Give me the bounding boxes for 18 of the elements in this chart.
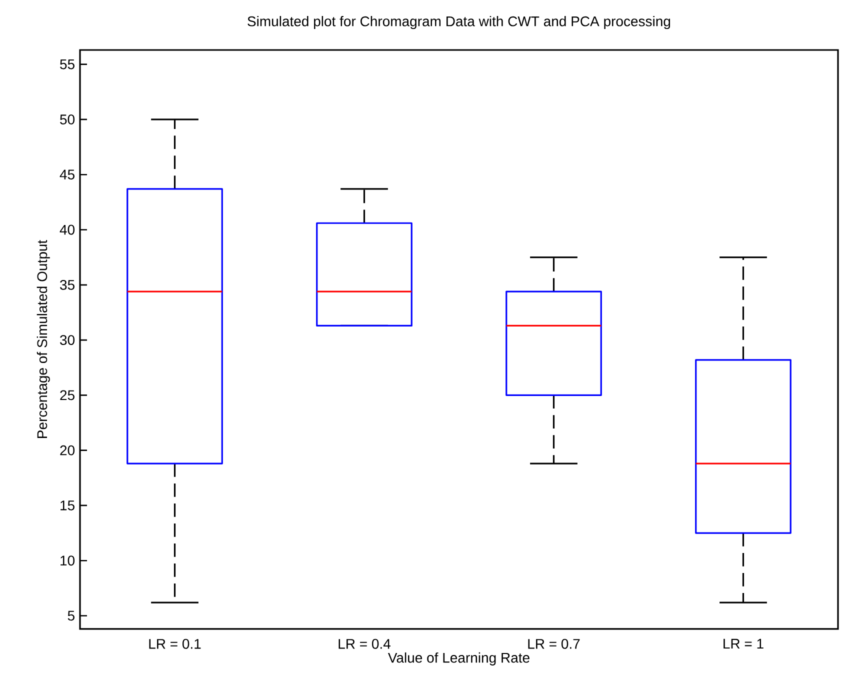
y-tick-label: 50	[60, 114, 75, 124]
y-tick-label: 40	[60, 224, 75, 235]
y-tick-label: 20	[60, 445, 75, 456]
y-tick-label: 10	[60, 556, 75, 566]
x-tick-label: LR = 0.1	[149, 638, 201, 649]
x-axis-title: Value of Learning Rate	[388, 652, 530, 666]
y-tick-label: 5	[68, 610, 74, 621]
y-tick-label: 35	[60, 280, 74, 290]
x-tick-label: LR = 0.7	[528, 638, 580, 649]
y-tick-label: 55	[60, 59, 74, 70]
y-tick-label: 45	[60, 170, 74, 180]
x-tick-label: LR = 1	[724, 638, 764, 649]
y-tick-label: 25	[60, 390, 74, 400]
y-axis-title: Percentage of Simulated Output	[36, 240, 50, 438]
y-tick-label: 30	[60, 335, 75, 346]
x-tick-label: LR = 0.4	[338, 638, 390, 649]
y-tick-label: 15	[60, 500, 74, 510]
chart-title: Simulated plot for Chromagram Data with CWT and PCA processing	[248, 16, 670, 30]
